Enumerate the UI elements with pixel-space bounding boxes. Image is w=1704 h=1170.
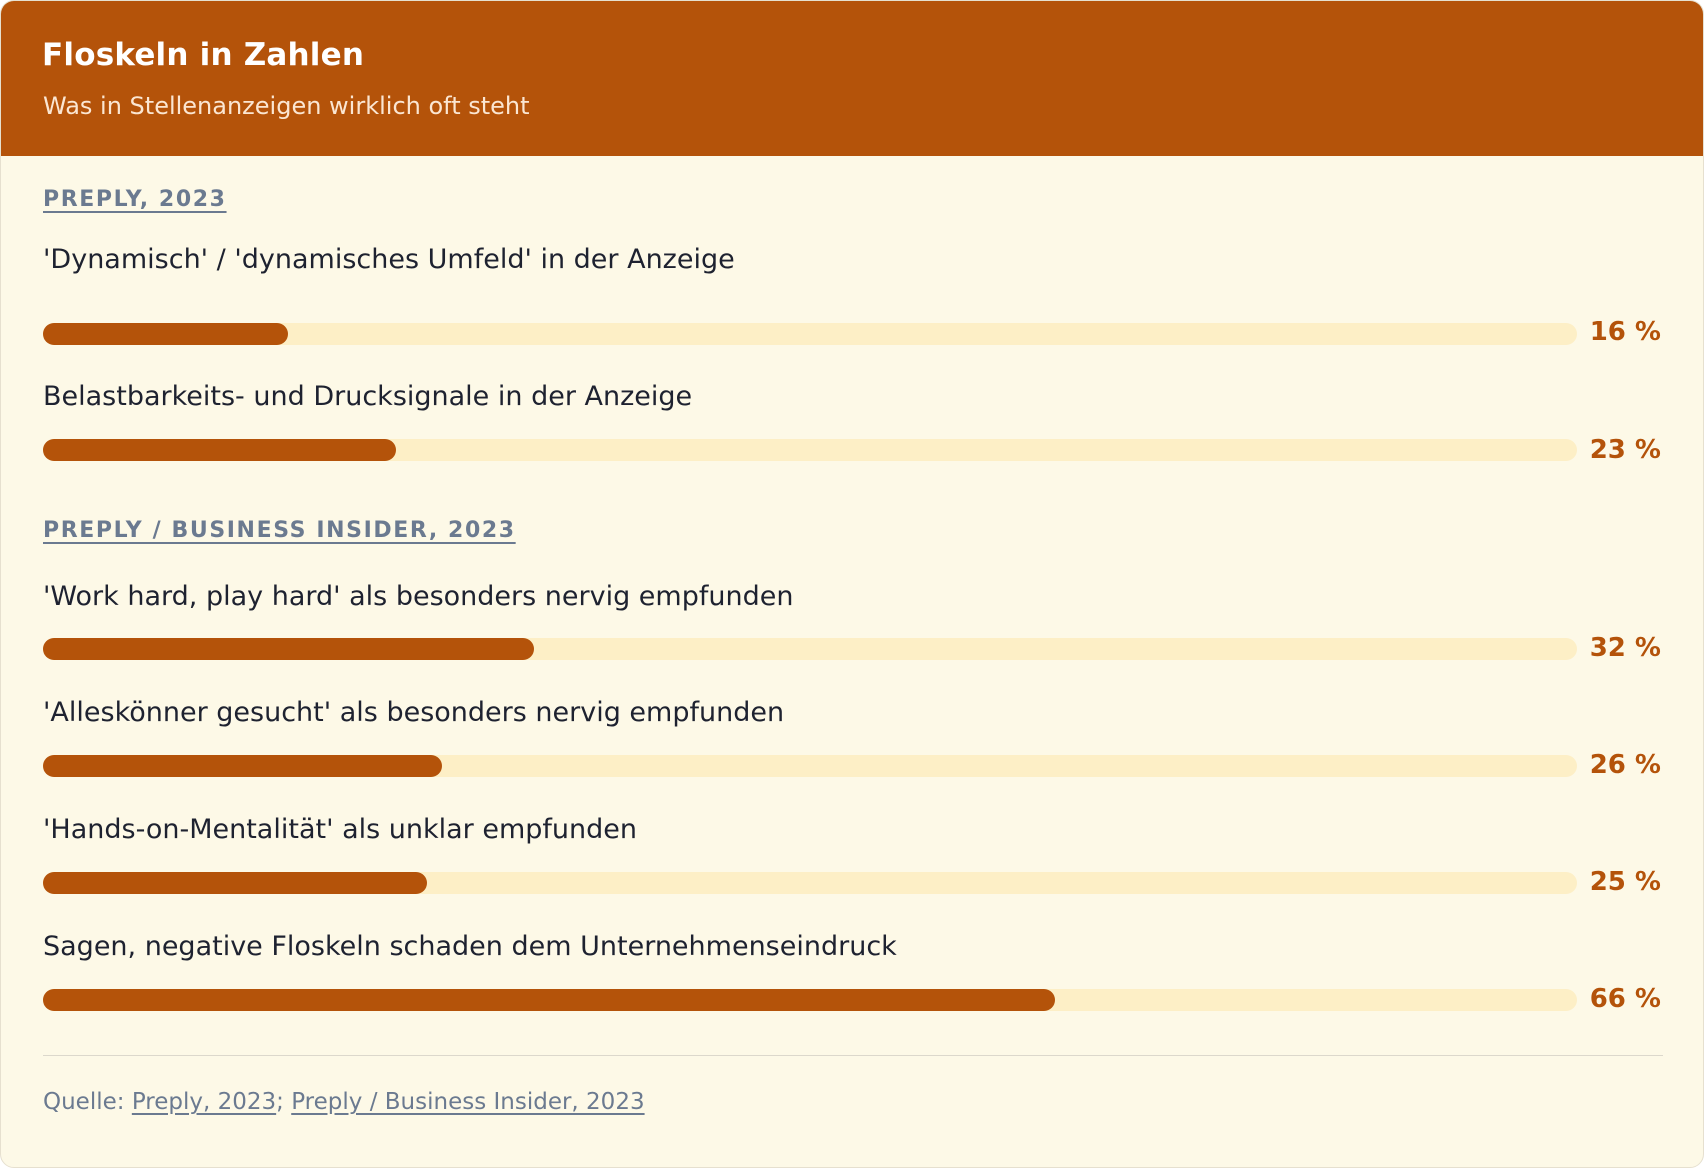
footer-link-preply[interactable]: Preply, 2023 xyxy=(131,1089,277,1115)
bar-label: Belastbarkeits- und Drucksignale in der … xyxy=(43,381,693,412)
bar-value: 66 % xyxy=(1589,984,1661,1014)
footer-link-preply-business-insider[interactable]: Preply / Business Insider, 2023 xyxy=(291,1089,645,1115)
bar-value: 26 % xyxy=(1589,750,1661,780)
bar-label: 'Work hard, play hard' als besonders ner… xyxy=(43,581,794,612)
bar-fill xyxy=(43,323,289,345)
bar-value: 32 % xyxy=(1589,633,1661,663)
bar-fill xyxy=(43,989,1056,1011)
source-footer: Quelle: Preply, 2023; Preply / Business … xyxy=(43,1089,645,1115)
source-link-preply-business-insider[interactable]: PREPLY / BUSINESS INSIDER, 2023 xyxy=(43,518,516,543)
bar-label: 'Dynamisch' / 'dynamisches Umfeld' in de… xyxy=(43,244,735,275)
card-header: Floskeln in Zahlen Was in Stellenanzeige… xyxy=(1,1,1703,156)
bar-fill xyxy=(43,638,534,660)
source-separator: ; xyxy=(276,1089,292,1115)
card-title: Floskeln in Zahlen xyxy=(42,37,365,73)
bar-track xyxy=(43,439,1577,461)
bar-label: 'Hands-on-Mentalität' als unklar empfund… xyxy=(43,814,638,845)
source-link-preply[interactable]: PREPLY, 2023 xyxy=(43,187,227,212)
card-subtitle: Was in Stellenanzeigen wirklich oft steh… xyxy=(43,92,530,120)
bar-label: Sagen, negative Floskeln schaden dem Unt… xyxy=(43,931,897,962)
bar-fill xyxy=(43,872,427,894)
bar-track xyxy=(43,755,1577,777)
source-prefix: Quelle: xyxy=(43,1089,132,1115)
bar-value: 25 % xyxy=(1589,867,1661,897)
bar-track xyxy=(43,989,1577,1011)
bar-track xyxy=(43,638,1577,660)
bar-fill xyxy=(43,755,442,777)
bar-track xyxy=(43,323,1577,345)
bar-fill xyxy=(43,439,396,461)
bar-value: 23 % xyxy=(1589,435,1661,465)
bar-value: 16 % xyxy=(1589,317,1661,347)
bar-label: 'Alleskönner gesucht' als besonders nerv… xyxy=(43,697,785,728)
footer-divider xyxy=(43,1055,1663,1056)
bar-track xyxy=(43,872,1577,894)
